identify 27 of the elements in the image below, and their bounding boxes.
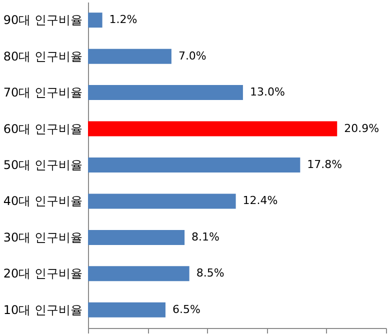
data-label: 6.5% — [172, 302, 200, 316]
bar — [88, 48, 172, 64]
y-tick-label: 40대 인구비율 — [3, 194, 82, 208]
data-label: 7.0% — [178, 49, 206, 62]
y-tick-label: 70대 인구비율 — [3, 86, 82, 100]
bar — [88, 302, 166, 318]
y-tick-label: 50대 인구비율 — [3, 158, 82, 172]
y-tick-label: 10대 인구비율 — [3, 302, 82, 317]
y-tick-label: 60대 인구비율 — [3, 122, 82, 136]
data-label: 20.9% — [344, 122, 380, 135]
y-tick-label: 90대 인구비율 — [3, 13, 82, 28]
data-label: 8.5% — [196, 266, 224, 280]
y-tick-label: 30대 인구비율 — [3, 230, 82, 244]
bar — [88, 121, 338, 136]
bar — [88, 85, 243, 100]
bar — [88, 158, 300, 172]
bar — [88, 12, 102, 28]
data-label: 13.0% — [250, 86, 285, 99]
y-tick-label: 20대 인구비율 — [3, 266, 82, 281]
bar — [88, 266, 190, 282]
y-tick-label: 80대 인구비율 — [3, 49, 82, 64]
data-label: 12.4% — [242, 194, 278, 208]
data-label: 17.8% — [307, 158, 342, 171]
bar — [88, 194, 236, 209]
bar — [88, 230, 185, 245]
data-label: 1.2% — [109, 13, 138, 26]
data-label: 8.1% — [192, 230, 220, 244]
